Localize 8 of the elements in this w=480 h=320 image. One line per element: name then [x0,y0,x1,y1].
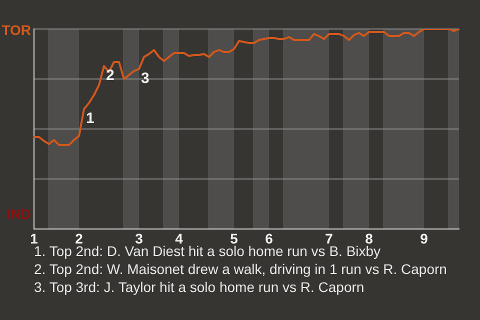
text: 3. Top 3rd: J. Taylor hit a solo home run vs R. Caporn [34,278,366,296]
text: 2. Top 2nd: W. Maisonet drew a walk, driving in 1 run vs R. Caporn [34,260,447,278]
annotation: 3 [141,70,150,88]
text: IND [6,206,31,222]
annotation: 1 [86,110,94,128]
text: TOR [2,22,31,38]
x-tick-label: 9 [420,230,428,246]
annotation: 2 [106,67,114,84]
